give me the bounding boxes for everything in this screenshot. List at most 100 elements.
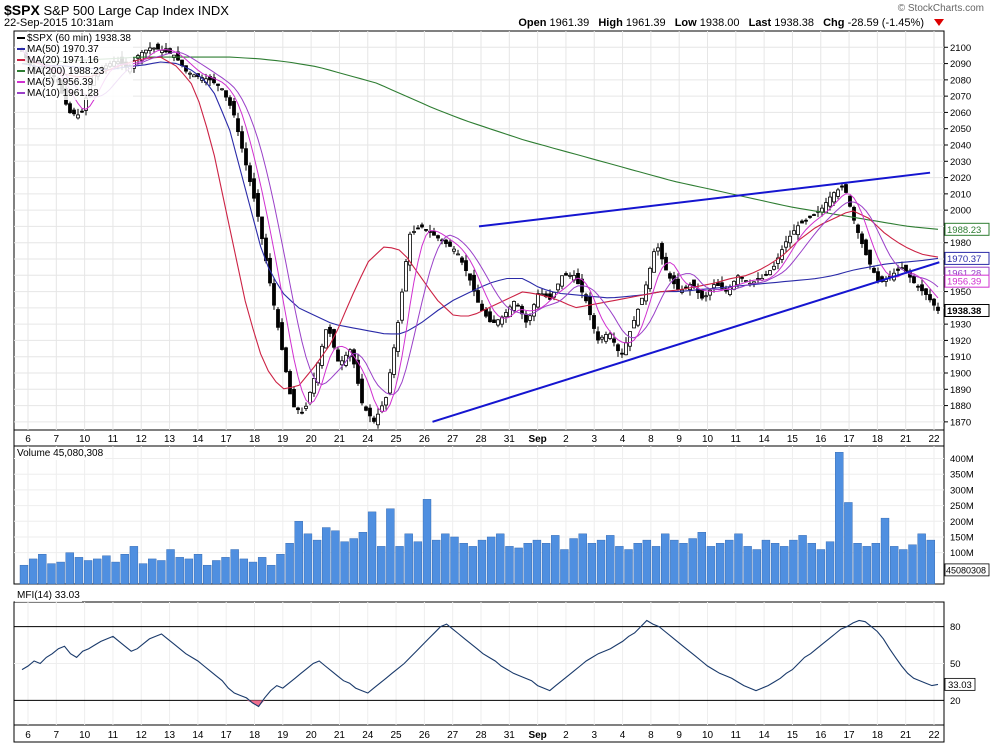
candle-down xyxy=(932,298,936,306)
x-tick-label: 26 xyxy=(419,730,431,741)
volume-bar xyxy=(138,563,148,585)
volume-bar xyxy=(257,557,267,585)
candle-up xyxy=(76,114,80,119)
candle-down xyxy=(852,206,856,221)
volume-bar xyxy=(413,541,423,585)
mfi-line xyxy=(21,619,939,708)
last-price-tag-box xyxy=(944,303,990,317)
candle-down xyxy=(72,109,76,115)
volume-y-label: 100M xyxy=(950,548,974,559)
ma20-line xyxy=(21,56,939,390)
volume-bar xyxy=(670,539,679,585)
y-tick-label: 2050 xyxy=(950,124,971,135)
y-tick-label: 2080 xyxy=(950,75,971,86)
volume-bar xyxy=(624,549,633,585)
volume-bar xyxy=(367,511,377,585)
volume-bar xyxy=(734,533,743,585)
volume-bar xyxy=(496,533,505,585)
candle-down xyxy=(480,303,484,312)
volume-bar xyxy=(816,549,826,585)
volume-bar xyxy=(28,558,38,585)
candle-up xyxy=(628,331,632,347)
candle-down xyxy=(248,165,252,182)
candle-down xyxy=(488,311,492,323)
candle-down xyxy=(840,185,844,188)
volume-y-label: 350M xyxy=(950,470,974,481)
candle-down xyxy=(332,329,336,348)
candle-down xyxy=(924,288,928,295)
volume-y-label: 300M xyxy=(950,485,974,496)
candle-down xyxy=(216,83,220,86)
ma10-tag: 1961.28 xyxy=(947,269,981,280)
candle-up xyxy=(732,280,736,290)
x-tick-label: 12 xyxy=(136,434,148,445)
volume-bar xyxy=(267,564,276,585)
volume-bar xyxy=(880,517,890,585)
volume-bar xyxy=(102,555,111,585)
candle-down xyxy=(272,283,276,306)
x-tick-label: 11 xyxy=(108,730,119,741)
candle-down xyxy=(468,273,472,281)
volume-bar xyxy=(917,533,926,585)
volume-bar xyxy=(807,543,816,585)
volume-bar xyxy=(276,554,285,585)
x-tick-label: 13 xyxy=(164,730,176,741)
chart-datetime: 22-Sep-2015 10:31am xyxy=(4,17,114,29)
candle-down xyxy=(472,274,476,292)
x-tick-label: 20 xyxy=(306,434,318,445)
x-tick-label: 21 xyxy=(334,434,346,445)
exchange: INDX xyxy=(197,3,229,18)
volume-bar xyxy=(835,452,844,585)
volume-bar xyxy=(166,549,175,585)
volume-bar xyxy=(761,539,771,585)
candle-up xyxy=(396,322,400,352)
candle-down xyxy=(548,293,552,300)
candle-down xyxy=(916,285,920,288)
candle-up xyxy=(512,301,516,311)
ma50-line xyxy=(21,61,939,335)
candle-down xyxy=(460,257,464,263)
candle-down xyxy=(844,184,848,193)
volume-bar xyxy=(74,557,84,585)
volume-bar xyxy=(560,549,569,585)
x-tick-label: 9 xyxy=(676,730,682,741)
volume-bar xyxy=(871,543,881,585)
candle-down xyxy=(860,233,864,245)
x-tick-label: 26 xyxy=(419,434,431,445)
y-tick-label: 1890 xyxy=(950,385,971,396)
symbol: $SPX xyxy=(4,2,40,18)
x-tick-label: 6 xyxy=(25,434,31,445)
last-value: 1938.38 xyxy=(774,17,815,29)
volume-bar xyxy=(358,532,368,585)
x-tick-label: 17 xyxy=(844,434,856,445)
x-tick-label: 16 xyxy=(815,730,827,741)
x-tick-label: 20 xyxy=(306,730,318,741)
volume-bar xyxy=(65,552,74,585)
x-tick-label: 10 xyxy=(702,730,714,741)
low-value: 1938.00 xyxy=(699,17,740,29)
y-tick-label: 1900 xyxy=(950,369,971,380)
x-tick-label: 27 xyxy=(447,434,459,445)
volume-bar xyxy=(899,549,908,585)
candle-down xyxy=(800,220,804,224)
volume-bar xyxy=(505,546,514,585)
y-tick-label: 1980 xyxy=(950,238,971,249)
mfi-title: MFI(14) 33.03 xyxy=(17,590,80,601)
y-tick-label: 2020 xyxy=(950,173,971,184)
candle-up xyxy=(504,312,508,318)
candle-down xyxy=(684,286,688,289)
candle-down xyxy=(228,97,232,106)
candle-down xyxy=(596,331,600,341)
y-tick-label: 1930 xyxy=(950,320,971,331)
ma5-tag-box xyxy=(944,274,990,288)
y-tick-label: 2000 xyxy=(950,206,971,217)
x-tick-label: 19 xyxy=(277,730,289,741)
candle-down xyxy=(212,77,216,84)
x-tick-label: 10 xyxy=(79,730,91,741)
candle-down xyxy=(364,406,368,411)
candle-down xyxy=(280,322,284,350)
volume-bar xyxy=(596,539,606,585)
mfi-y-label: 80 xyxy=(950,622,961,633)
x-tick-label: 10 xyxy=(702,434,714,445)
